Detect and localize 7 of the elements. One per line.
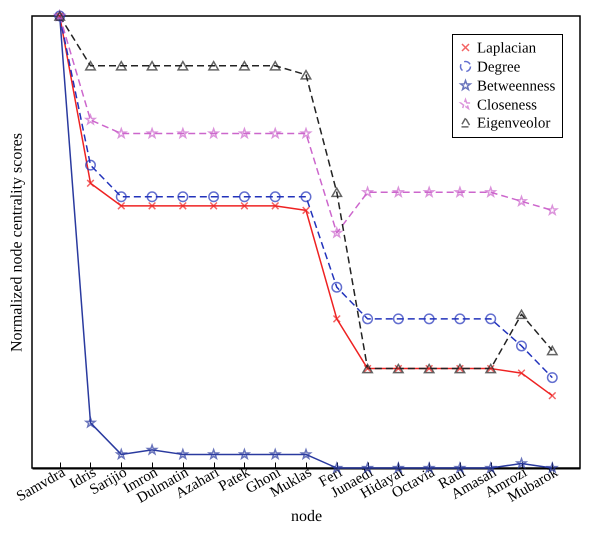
legend-label: Eigenveolor: [477, 116, 550, 132]
legend-label: Closeness: [477, 98, 538, 114]
legend-label: Laplacian: [477, 40, 537, 56]
legend-label: Betweenness: [477, 78, 556, 94]
legend-label: Degree: [477, 60, 521, 76]
y-axis-title: Normalized node centrality scores: [8, 132, 26, 352]
x-axis-title: node: [290, 508, 322, 525]
